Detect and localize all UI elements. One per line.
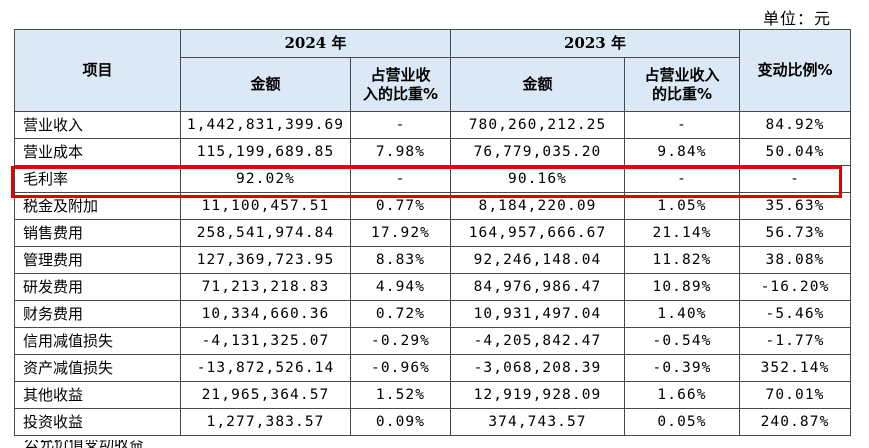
table-cell: 70.01% [739,381,851,409]
row-label: 销售费用 [14,219,181,247]
table-cell: 84,976,986.47 [450,273,625,301]
table-cell: 90.16% [450,165,625,193]
table-cell: -4,131,325.07 [180,327,351,355]
table-cell: 0.72% [350,300,451,328]
table-cell: 1.52% [350,381,451,409]
table-cell: 17.92% [350,219,451,247]
table-cell: 92,246,148.04 [450,246,625,274]
table-row: 其他收益 21,965,364.57 1.52% 12,919,928.09 1.66%… [14,381,851,409]
row-label: 投资收益 [14,408,181,436]
financial-table: 项目 2024 年 2023 年 变动比例% 金额 占营业收 入的比重% 金额 占… [14,29,851,436]
table-cell: -3,068,208.39 [450,354,625,382]
cut-off-row: 公允价值变动收益 [14,440,840,448]
table-cell: 115,199,689.85 [180,138,351,166]
table-cell: 1,442,831,399.69 [180,111,351,139]
table-cell: 8,184,220.09 [450,192,625,220]
table-cell: 7.98% [350,138,451,166]
row-label: 财务费用 [14,300,181,328]
table-cell: 1.05% [624,192,740,220]
table-row: 财务费用 10,334,660.36 0.72% 10,931,497.04 1.40%… [14,300,851,328]
table-row: 资产减值损失 -13,872,526.14 -0.96% -3,068,208.39-… [14,354,851,382]
table-cell: - [624,111,740,139]
table-cell: 56.73% [739,219,851,247]
table-cell: 240.87% [739,408,851,436]
table-cell: -0.54% [624,327,740,355]
table-cell: 50.04% [739,138,851,166]
table-cell: 1.66% [624,381,740,409]
table-cell: 38.08% [739,246,851,274]
table-cell: 1.40% [624,300,740,328]
table-cell: -4,205,842.47 [450,327,625,355]
table-cell: -13,872,526.14 [180,354,351,382]
table-cell: 76,779,035.20 [450,138,625,166]
header-year-2023: 2023 年 [450,29,740,58]
header-year-2024: 2024 年 [180,29,451,58]
table-cell: 10,931,497.04 [450,300,625,328]
table-cell: 9.84% [624,138,740,166]
header-share-2023: 占营业收入 的比重% [624,57,740,112]
table-cell: -0.39% [624,354,740,382]
row-label: 管理费用 [14,246,181,274]
table-cell: - [350,111,451,139]
table-cell: 352.14% [739,354,851,382]
table-cell: 21.14% [624,219,740,247]
row-label: 税金及附加 [14,192,181,220]
table-cell: -16.20% [739,273,851,301]
row-label: 其他收益 [14,381,181,409]
table-cell: 127,369,723.95 [180,246,351,274]
table-cell: 0.77% [350,192,451,220]
table-row: 销售费用 258,541,974.84 17.92% 164,957,666.67 21… [14,219,851,247]
table-row: 信用减值损失 -4,131,325.07 -0.29% -4,205,842.47 -0… [14,327,851,355]
row-label: 研发费用 [14,273,181,301]
row-label: 信用减值损失 [14,327,181,355]
table-cell: -0.29% [350,327,451,355]
row-label: 营业收入 [14,111,181,139]
table-cell: 10.89% [624,273,740,301]
table-cell: 8.83% [350,246,451,274]
table-cell: 92.02% [180,165,351,193]
table-cell: 35.63% [739,192,851,220]
table-cell: -1.77% [739,327,851,355]
table-cell: 1,277,383.57 [180,408,351,436]
table-cell: - [350,165,451,193]
header-item: 项目 [14,29,181,112]
table-cell: - [624,165,740,193]
table-row: 营业收入 1,442,831,399.69-780,260,212.25-84.9… [14,111,851,139]
table-cell: 0.05% [624,408,740,436]
table-cell: 164,957,666.67 [450,219,625,247]
table-cell: - [739,165,851,193]
table-cell: 11,100,457.51 [180,192,351,220]
table-cell: 374,743.57 [450,408,625,436]
table-cell: 84.92% [739,111,851,139]
table-row: 税金及附加 11,100,457.51 0.77% 8,184,220.09 1.05%… [14,192,851,220]
table-cell: 780,260,212.25 [450,111,625,139]
header-share-2024: 占营业收 入的比重% [350,57,451,112]
table-row: 投资收益 1,277,383.57 0.09% 374,743.57 0.05% 240.… [14,408,851,436]
header-amount-2023: 金额 [450,57,625,112]
table-cell: 12,919,928.09 [450,381,625,409]
table-cell: 71,213,218.83 [180,273,351,301]
table-cell: 11.82% [624,246,740,274]
table-cell: 258,541,974.84 [180,219,351,247]
table-row: 营业成本 115,199,689.85 7.98% 76,779,035.20 9.84… [14,138,851,166]
table-row-gross-margin: 毛利率 92.02% -90.16% - - [14,165,851,193]
row-label: 毛利率 [14,165,181,193]
row-label: 营业成本 [14,138,181,166]
table-cell: 10,334,660.36 [180,300,351,328]
unit-label: 单位：元 [762,9,831,28]
table-row: 管理费用 127,369,723.95 8.83% 92,246,148.04 11.8… [14,246,851,274]
header-amount-2024: 金额 [180,57,351,112]
table-row: 研发费用 71,213,218.83 4.94% 84,976,986.47 10.89… [14,273,851,301]
table-cell: -5.46% [739,300,851,328]
table-cell: 21,965,364.57 [180,381,351,409]
header-change: 变动比例% [739,29,851,112]
table-cell: 4.94% [350,273,451,301]
table-cell: 0.09% [350,408,451,436]
table-cell: -0.96% [350,354,451,382]
row-label: 资产减值损失 [14,354,181,382]
